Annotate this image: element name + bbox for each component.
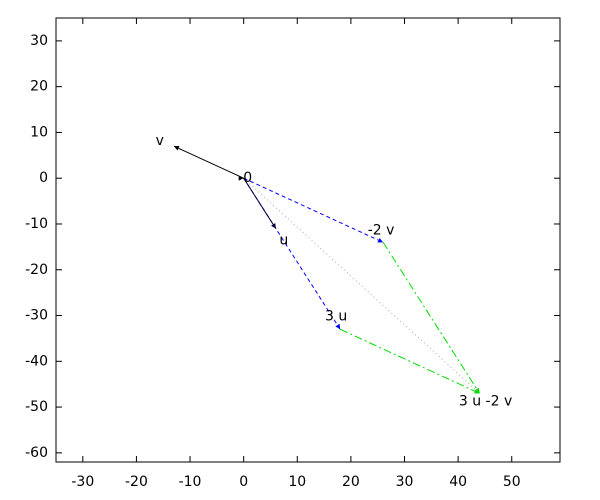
x-tick-label: 20 bbox=[342, 474, 360, 490]
y-tick-label: 10 bbox=[30, 124, 48, 140]
vector bbox=[243, 177, 480, 394]
y-tick-label: 0 bbox=[39, 170, 48, 186]
point-label: u bbox=[279, 233, 288, 249]
y-tick-label: 20 bbox=[30, 79, 48, 95]
vector bbox=[173, 145, 244, 179]
x-tick-label: -20 bbox=[125, 474, 148, 490]
vector bbox=[243, 177, 384, 243]
point-label: 3 u bbox=[325, 308, 347, 324]
vector bbox=[382, 242, 480, 394]
x-tick-label: 50 bbox=[503, 474, 521, 490]
point-label: v bbox=[156, 133, 164, 149]
plot-frame bbox=[55, 17, 561, 463]
x-tick-label: 40 bbox=[449, 474, 467, 490]
y-tick-label: -50 bbox=[25, 399, 48, 415]
vector bbox=[339, 328, 480, 394]
y-tick-label: -10 bbox=[25, 216, 48, 232]
y-tick-label: -20 bbox=[25, 262, 48, 278]
y-tick-label: 30 bbox=[30, 33, 48, 49]
point-label: -2 v bbox=[368, 222, 395, 238]
x-tick-label: -10 bbox=[179, 474, 202, 490]
vector bbox=[243, 177, 277, 229]
x-tick-label: 30 bbox=[396, 474, 414, 490]
y-tick-label: -30 bbox=[25, 308, 48, 324]
y-tick-label: -60 bbox=[25, 445, 48, 461]
x-tick-label: -30 bbox=[71, 474, 94, 490]
point-label: 0 bbox=[243, 170, 252, 186]
x-tick-label: 10 bbox=[288, 474, 306, 490]
point-label: 3 u -2 v bbox=[459, 393, 512, 409]
x-tick-label: 0 bbox=[239, 474, 248, 490]
y-tick-label: -40 bbox=[25, 353, 48, 369]
